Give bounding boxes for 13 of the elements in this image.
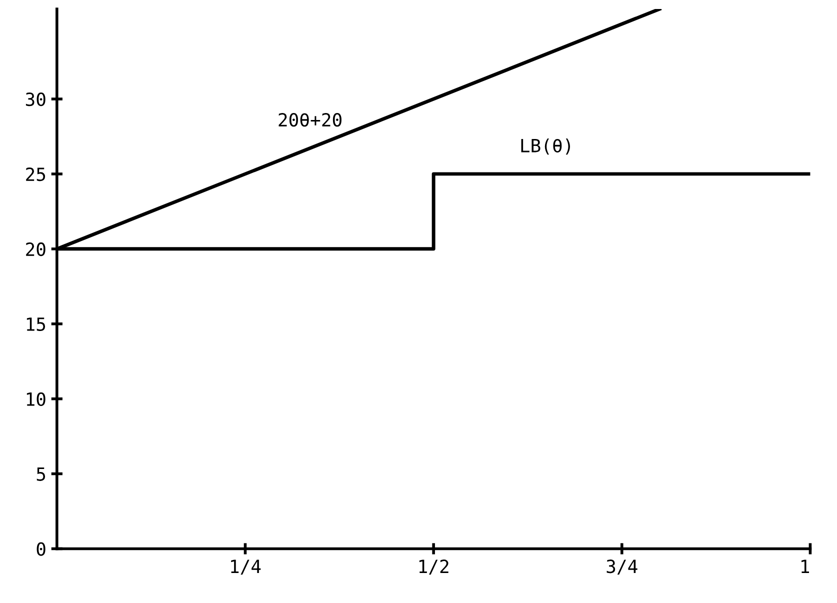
x-tick-label: 1/4 — [231, 560, 261, 575]
y-tick-label: 20 — [26, 242, 46, 256]
x-tick-label: 1 — [802, 560, 809, 573]
y-tick-label: 0 — [36, 542, 46, 556]
y-tick-label: 30 — [26, 92, 46, 106]
series-label: LB(θ) — [521, 138, 570, 155]
x-tick-label: 3/4 — [606, 560, 638, 575]
y-tick-label: 5 — [36, 468, 46, 481]
y-tick-label: 25 — [26, 167, 46, 182]
x-tick-label: 1/2 — [419, 560, 448, 575]
y-tick-label: 15 — [26, 318, 46, 332]
series-label: 20θ+20 — [278, 113, 342, 127]
y-tick-label: 10 — [26, 392, 46, 406]
